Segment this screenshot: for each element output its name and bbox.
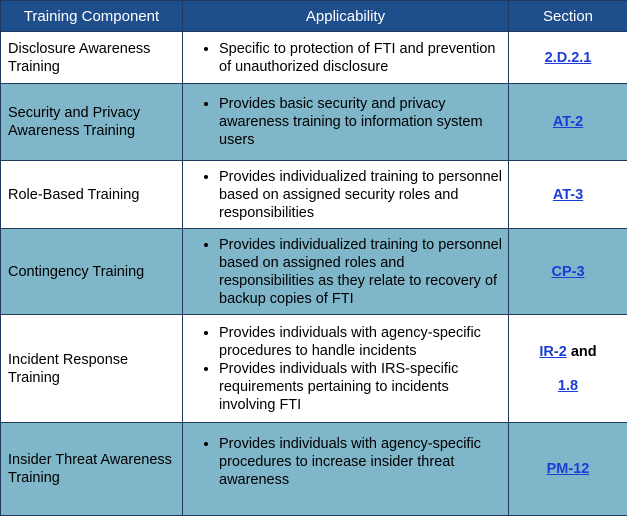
- applicability-cell: Provides individuals with agency-specifi…: [182, 422, 509, 516]
- section-cell: AT-2: [508, 83, 627, 161]
- table-row: Insider Threat Awareness Training Provid…: [0, 422, 627, 516]
- list-item: Provides individuals with agency-specifi…: [219, 435, 502, 489]
- section-link-ir2[interactable]: IR-2: [539, 343, 567, 360]
- section-link-at3[interactable]: AT-3: [552, 186, 584, 203]
- applicability-list: Provides basic security and privacy awar…: [197, 95, 502, 149]
- section-link-2d21[interactable]: 2.D.2.1: [544, 49, 592, 66]
- section-joiner: and: [570, 343, 597, 360]
- header-section: Section: [508, 0, 627, 32]
- table-row: Role-Based Training Provides individuali…: [0, 160, 627, 229]
- section-link-1-8[interactable]: 1.8: [557, 377, 579, 394]
- header-training-component: Training Component: [0, 0, 183, 32]
- applicability-list: Provides individuals with agency-specifi…: [197, 435, 502, 489]
- section-cell: CP-3: [508, 228, 627, 315]
- list-item: Provides individualized training to pers…: [219, 236, 502, 308]
- section-link-pm12[interactable]: PM-12: [546, 461, 590, 477]
- list-item: Provides basic security and privacy awar…: [219, 95, 502, 149]
- training-component-cell: Contingency Training: [0, 228, 183, 315]
- section-cell: 2.D.2.1: [508, 31, 627, 84]
- training-component-cell: Security and Privacy Awareness Training: [0, 83, 183, 161]
- section-cell: AT-3: [508, 160, 627, 229]
- section-link-at2[interactable]: AT-2: [552, 114, 584, 130]
- section-cell: PM-12: [508, 422, 627, 516]
- list-item: Provides individuals with IRS-specific r…: [219, 360, 502, 414]
- list-item: Specific to protection of FTI and preven…: [219, 40, 502, 76]
- list-item: Provides individuals with agency-specifi…: [219, 324, 502, 360]
- applicability-list: Provides individualized training to pers…: [197, 168, 502, 222]
- training-component-cell: Insider Threat Awareness Training: [0, 422, 183, 516]
- table-row: Incident Response Training Provides indi…: [0, 314, 627, 423]
- applicability-cell: Provides individuals with agency-specifi…: [182, 314, 509, 423]
- training-component-cell: Disclosure Awareness Training: [0, 31, 183, 84]
- applicability-cell: Provides individualized training to pers…: [182, 228, 509, 315]
- applicability-list: Provides individuals with agency-specifi…: [197, 324, 502, 414]
- list-item: Provides individualized training to pers…: [219, 168, 502, 222]
- table-row: Disclosure Awareness Training Specific t…: [0, 31, 627, 84]
- training-component-cell: Incident Response Training: [0, 314, 183, 423]
- applicability-list: Specific to protection of FTI and preven…: [197, 40, 502, 76]
- applicability-list: Provides individualized training to pers…: [197, 236, 502, 308]
- section-cell: IR-2 and 1.8: [508, 314, 627, 423]
- table-row: Security and Privacy Awareness Training …: [0, 83, 627, 161]
- section-link-cp3[interactable]: CP-3: [551, 263, 585, 280]
- applicability-cell: Specific to protection of FTI and preven…: [182, 31, 509, 84]
- applicability-cell: Provides individualized training to pers…: [182, 160, 509, 229]
- applicability-cell: Provides basic security and privacy awar…: [182, 83, 509, 161]
- header-row: Training Component Applicability Section: [0, 0, 627, 32]
- training-component-cell: Role-Based Training: [0, 160, 183, 229]
- table-row: Contingency Training Provides individual…: [0, 228, 627, 315]
- header-applicability: Applicability: [182, 0, 509, 32]
